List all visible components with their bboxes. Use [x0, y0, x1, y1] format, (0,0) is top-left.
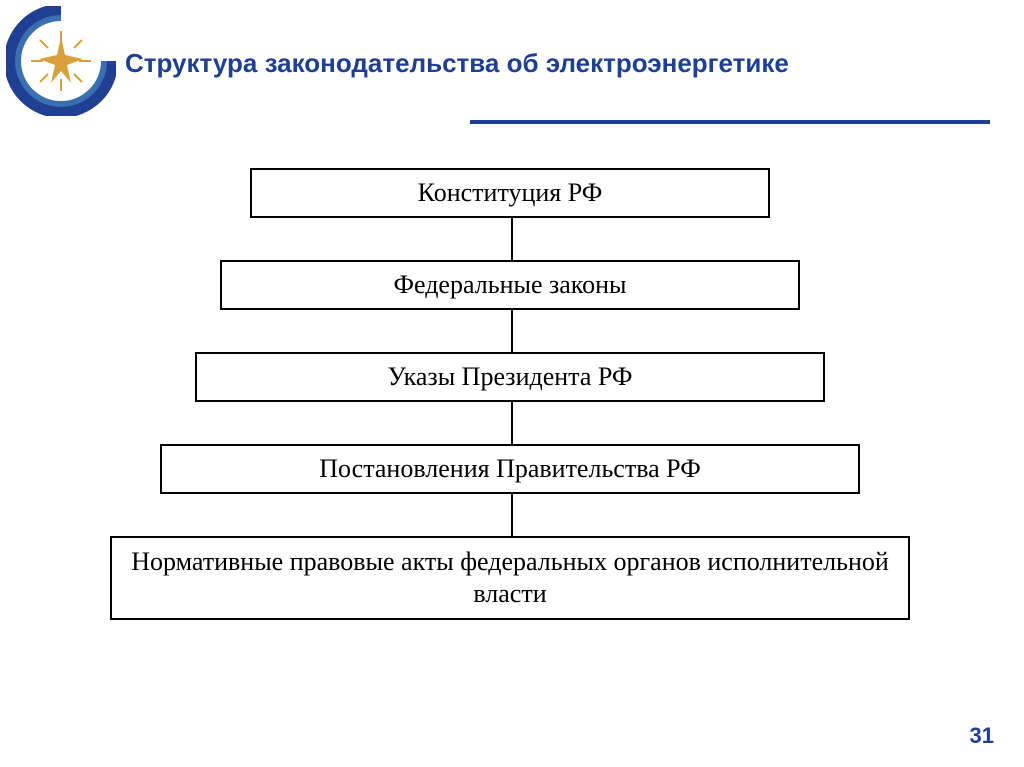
- edge-1-2: [511, 218, 513, 260]
- edge-3-4: [511, 402, 513, 444]
- node-label: Нормативные правовые акты федеральных ор…: [120, 546, 900, 611]
- page-title: Структура законодательства об электроэне…: [125, 48, 789, 79]
- edge-2-3: [511, 310, 513, 352]
- node-label: Указы Президента РФ: [388, 361, 633, 394]
- corner-logo: [6, 6, 116, 116]
- title-underline: [470, 120, 990, 124]
- edge-4-5: [511, 494, 513, 536]
- page-number: 31: [970, 723, 994, 749]
- hierarchy-diagram: Конституция РФ Федеральные законы Указы …: [0, 160, 1024, 700]
- node-government-resolutions: Постановления Правительства РФ: [160, 444, 860, 494]
- node-label: Постановления Правительства РФ: [319, 453, 701, 486]
- node-federal-laws: Федеральные законы: [220, 260, 800, 310]
- node-executive-acts: Нормативные правовые акты федеральных ор…: [110, 536, 910, 620]
- node-president-decrees: Указы Президента РФ: [195, 352, 825, 402]
- node-label: Конституция РФ: [418, 177, 603, 210]
- node-label: Федеральные законы: [393, 269, 626, 302]
- node-constitution: Конституция РФ: [250, 168, 770, 218]
